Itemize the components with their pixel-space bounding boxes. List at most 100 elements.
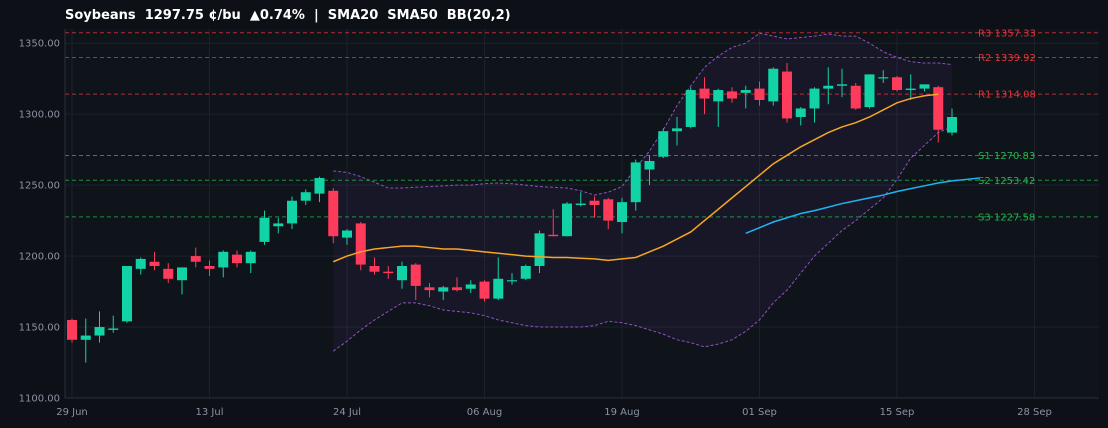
x-tick-label: 24 Jul <box>333 407 361 418</box>
candle-body <box>259 217 270 242</box>
candle-body <box>837 84 847 86</box>
candle-body <box>534 233 545 267</box>
candle <box>273 217 284 234</box>
candle <box>658 128 669 159</box>
candle <box>493 257 504 301</box>
candle <box>300 189 311 205</box>
candle-body <box>658 131 669 157</box>
candle-body <box>273 223 284 227</box>
candle-body <box>397 266 407 281</box>
chart-title: Soybeans 1297.75 ¢/bu ▲0.74% | SMA20 SMA… <box>65 8 511 23</box>
candle-body <box>644 160 655 170</box>
candle <box>919 84 930 92</box>
candle-body <box>699 88 710 99</box>
candle-body <box>328 190 339 237</box>
candle <box>672 116 682 146</box>
candle <box>424 283 435 298</box>
candle-body <box>342 230 352 238</box>
candle-body <box>94 327 105 336</box>
candle-body <box>575 203 586 205</box>
candle <box>630 159 641 211</box>
candle-body <box>782 71 792 119</box>
candle <box>699 77 710 115</box>
candle <box>864 74 875 109</box>
candle <box>878 70 889 83</box>
candle <box>259 210 270 245</box>
candle <box>685 87 696 129</box>
candle <box>452 277 462 292</box>
y-tick-label: 1300.00 <box>19 110 60 121</box>
candle <box>190 247 201 268</box>
candle <box>768 67 779 106</box>
candle <box>108 315 119 333</box>
candle <box>850 82 861 110</box>
x-tick-label: 06 Aug <box>467 407 502 418</box>
candle-body <box>122 266 132 322</box>
candle <box>947 108 957 136</box>
candle-body <box>452 287 462 291</box>
candle <box>438 285 449 301</box>
y-tick-label: 1100.00 <box>19 394 60 405</box>
candle <box>740 85 751 109</box>
candle-body <box>864 74 875 108</box>
candle <box>314 176 325 203</box>
candle-body <box>685 90 696 127</box>
x-tick-label: 19 Aug <box>604 407 639 418</box>
level-label: R3 1357.33 <box>978 28 1036 39</box>
candle-body <box>204 266 215 269</box>
candle <box>465 280 476 293</box>
candle <box>204 260 215 276</box>
moving-averages <box>332 93 980 263</box>
candle-body <box>713 90 724 102</box>
candle-body <box>314 178 325 194</box>
candle <box>754 81 765 106</box>
candle-body <box>177 267 187 281</box>
candles <box>67 63 957 363</box>
candle <box>397 261 407 289</box>
bollinger-lower <box>332 126 953 352</box>
candle-body <box>135 258 146 269</box>
candle <box>575 192 586 207</box>
y-tick-label: 1200.00 <box>19 252 60 263</box>
candle <box>135 257 146 275</box>
candle-body <box>892 77 902 91</box>
candle-body <box>355 223 366 265</box>
candle-body <box>520 266 531 279</box>
candle-body <box>905 88 916 91</box>
y-tick-label: 1350.00 <box>19 39 60 50</box>
candle <box>823 67 834 105</box>
candle <box>383 266 394 279</box>
x-tick-label: 13 Jul <box>196 407 224 418</box>
candle <box>905 74 916 100</box>
candle-body <box>823 85 834 89</box>
candle-body <box>947 116 957 133</box>
x-tick-label: 28 Sep <box>1017 407 1052 418</box>
candle <box>782 63 792 123</box>
level-label: R1 1314.08 <box>978 90 1036 101</box>
candle-body <box>589 200 600 205</box>
level-label: R2 1339.92 <box>978 53 1036 64</box>
candle-body <box>850 85 861 109</box>
candle-body <box>479 281 490 299</box>
candle-body <box>67 319 77 340</box>
candle <box>809 87 820 123</box>
candle-body <box>190 256 201 262</box>
candle <box>355 222 366 271</box>
sma50-line <box>745 177 980 235</box>
level-label: S1 1270.83 <box>978 151 1035 162</box>
sma20-line <box>332 93 939 263</box>
candle-body <box>163 268 174 279</box>
candle-body <box>245 251 256 264</box>
candle <box>644 155 655 186</box>
candle-body <box>740 90 751 93</box>
x-tick-label: 01 Sep <box>742 407 777 418</box>
candle-body <box>809 88 820 109</box>
candle <box>94 311 105 343</box>
candle <box>534 230 545 274</box>
candle-body <box>438 287 449 292</box>
candle <box>507 273 517 285</box>
candle-body <box>232 254 242 264</box>
candle <box>892 75 902 92</box>
plot-area <box>65 29 1099 398</box>
